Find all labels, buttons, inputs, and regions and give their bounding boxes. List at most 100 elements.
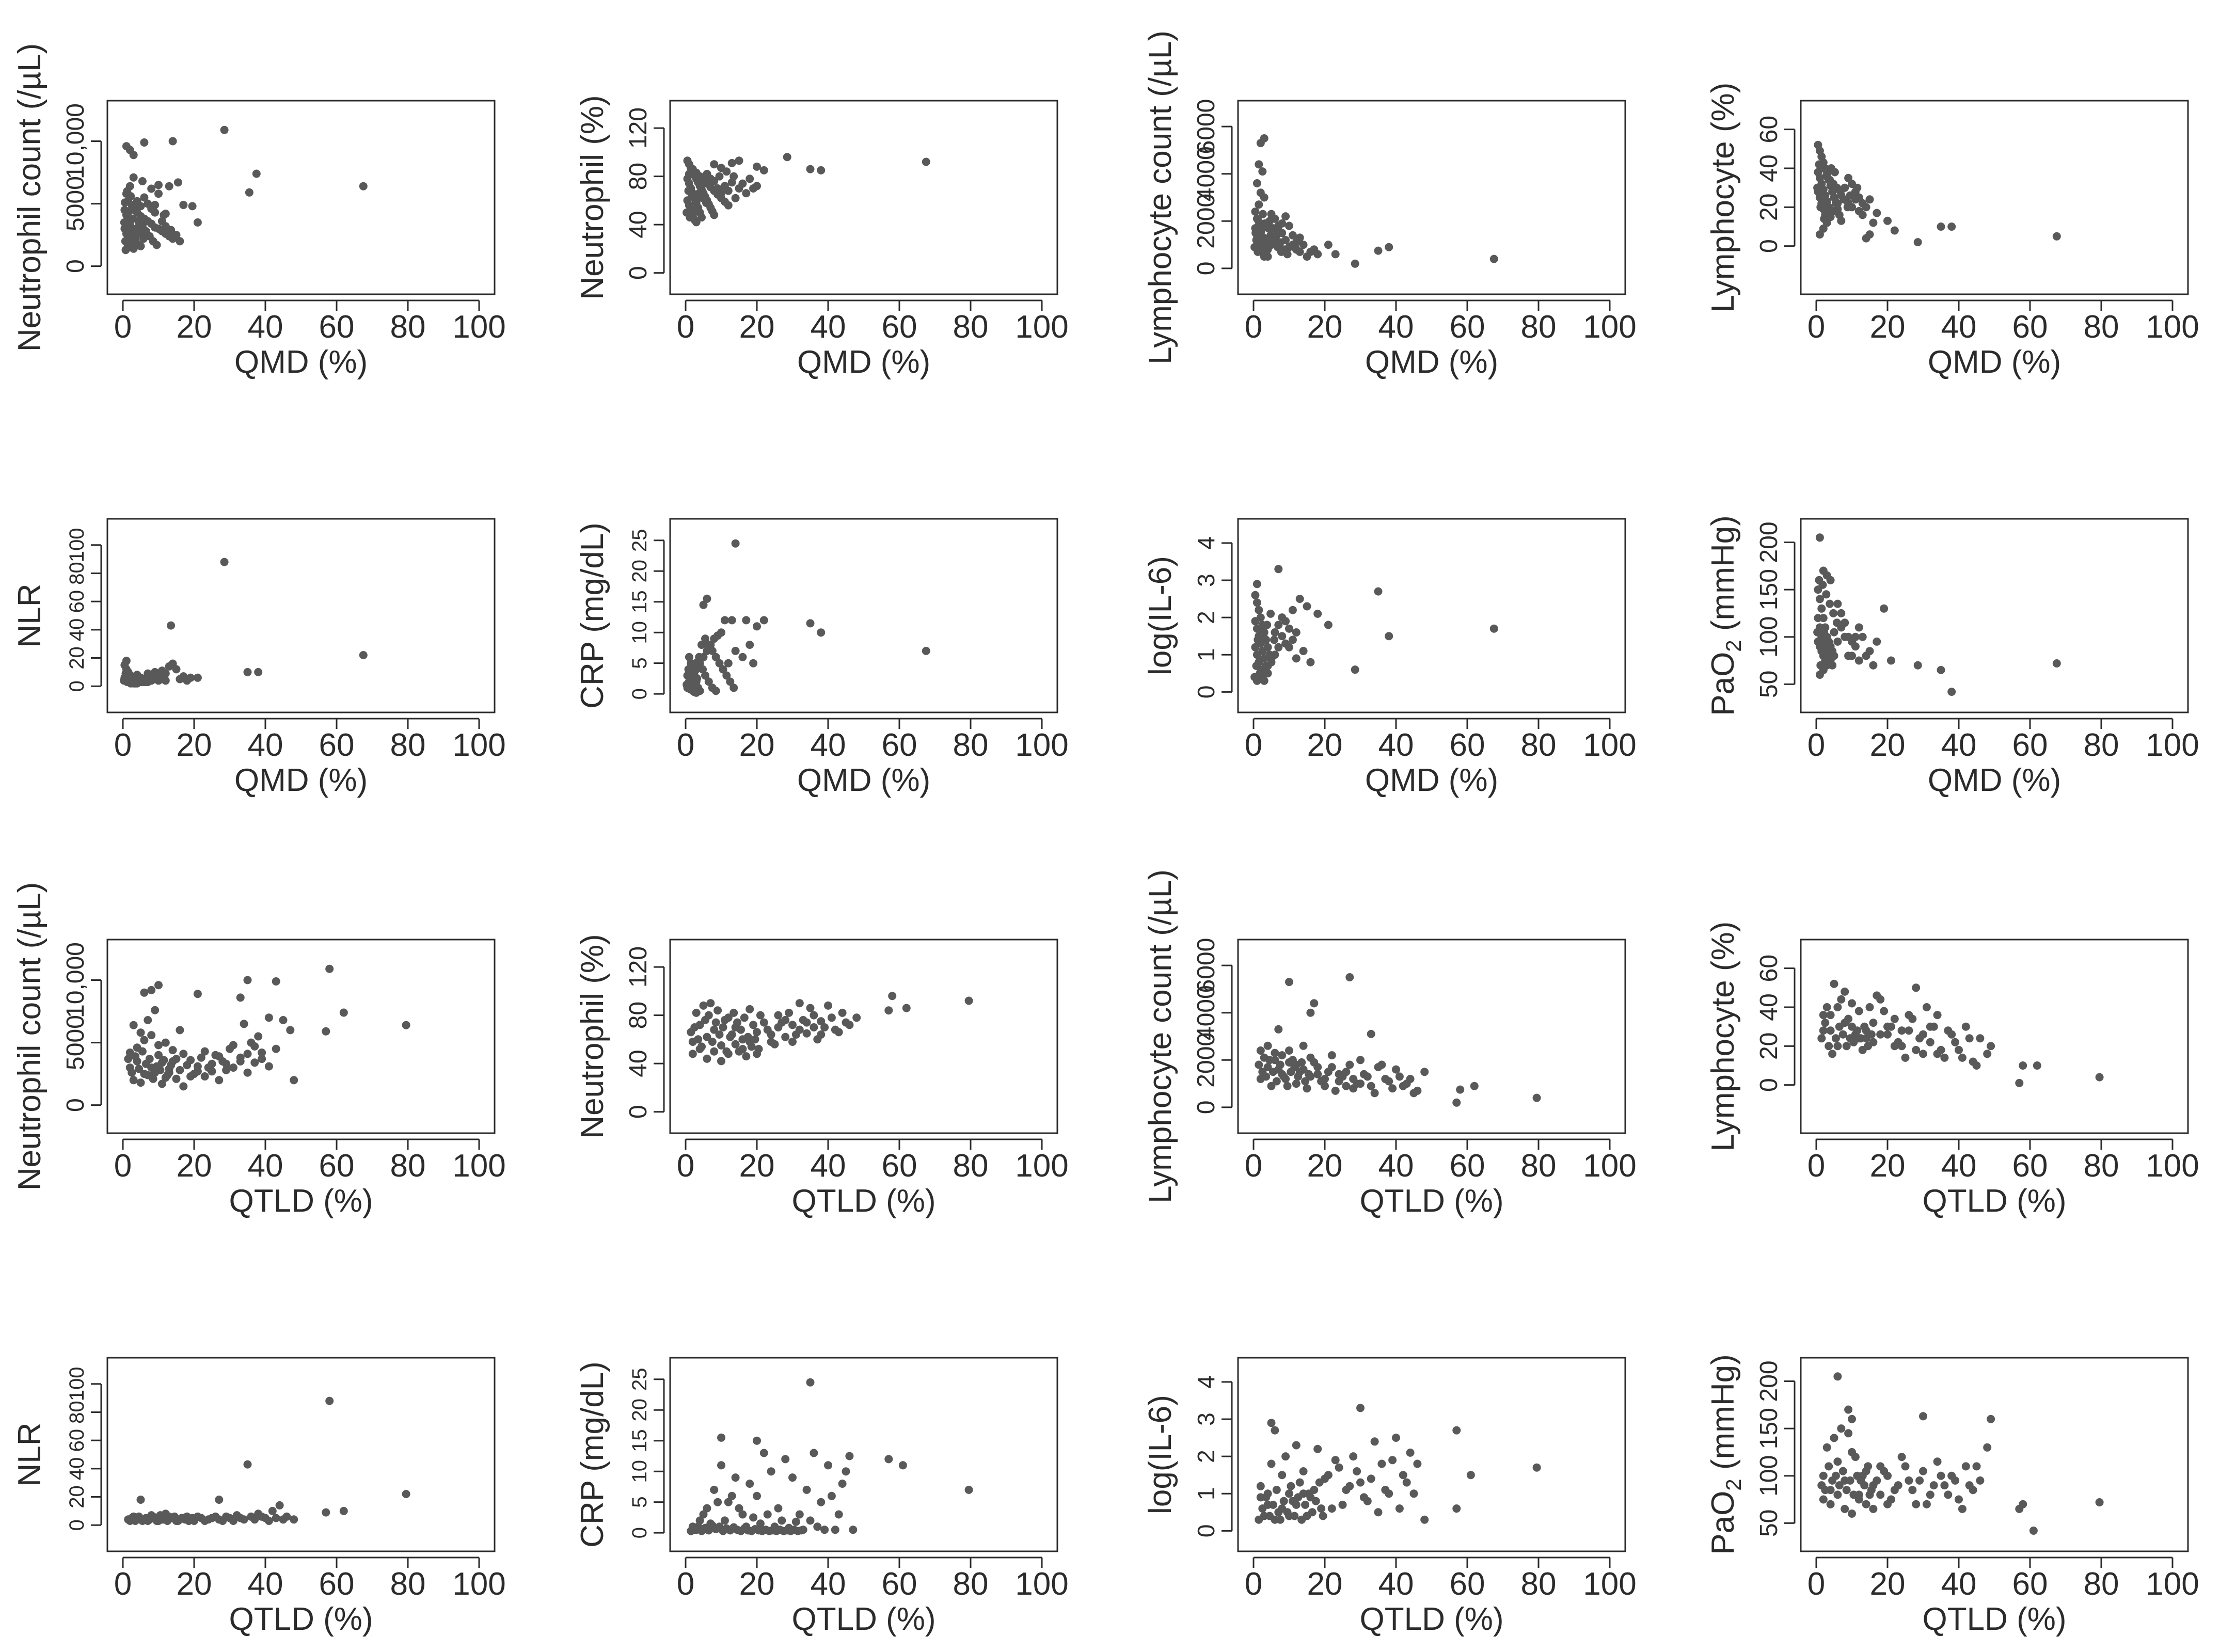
data-point [1263, 238, 1272, 247]
plot-frame [1237, 518, 1626, 713]
x-tick-label: 60 [319, 309, 355, 345]
data-point [136, 1496, 145, 1504]
data-point [738, 1510, 747, 1519]
data-point [135, 1065, 144, 1073]
data-point [802, 1485, 811, 1494]
data-point [797, 1526, 806, 1535]
x-axis: 0 20 40 60 80 100 QTLD (%) [1807, 1556, 2199, 1637]
data-point [738, 1045, 747, 1053]
data-point [1965, 1034, 1974, 1043]
data-point [1826, 1500, 1835, 1508]
data-point [791, 1517, 800, 1526]
data-point [1915, 1476, 1924, 1485]
data-point [781, 1455, 790, 1464]
scatter-points [1813, 533, 2061, 696]
data-point [1420, 1515, 1429, 1524]
y-tick-label: 6000 [1193, 938, 1220, 993]
data-point [1922, 1003, 1931, 1011]
y-tick-label: 0 [628, 688, 651, 700]
y-tick-label: 40 [625, 211, 652, 238]
data-point [1315, 1478, 1324, 1487]
plot-frame [669, 1357, 1058, 1552]
x-tick-label: 100 [1015, 727, 1068, 763]
x-tick-label: 100 [1583, 309, 1636, 345]
data-point [193, 1062, 202, 1071]
data-point [1880, 1007, 1889, 1015]
data-point [200, 1072, 209, 1081]
data-point [186, 1056, 195, 1065]
data-point [783, 153, 791, 162]
data-point [749, 1513, 758, 1522]
x-axis-title: QTLD (%) [229, 1601, 373, 1637]
chart-panel-16: 0 20 40 60 80 100 QTLD (%) 50 100 150 200 PaO2 (mmH… [1705, 1354, 2199, 1637]
data-point [699, 1510, 708, 1519]
data-point [1819, 1471, 1828, 1480]
data-point [129, 1021, 138, 1029]
data-point [1532, 1463, 1541, 1472]
data-point [1327, 1504, 1336, 1513]
data-point [1951, 1038, 1960, 1046]
data-point [753, 1491, 761, 1500]
data-point [1285, 1046, 1293, 1055]
data-point [1816, 203, 1825, 212]
x-tick-label: 40 [811, 1148, 846, 1184]
data-point [290, 1076, 298, 1085]
plot-frame [1800, 100, 2189, 295]
data-point [817, 628, 826, 637]
data-point [1306, 658, 1315, 666]
data-point [1947, 223, 1956, 231]
y-tick-label: 60 [66, 590, 88, 613]
data-point [1470, 1082, 1479, 1090]
y-tick-label: 6000 [1193, 99, 1220, 154]
data-point [156, 1066, 165, 1074]
data-point [1987, 1415, 1995, 1423]
data-point [325, 1396, 334, 1405]
data-point [1258, 210, 1267, 218]
data-point [763, 1510, 772, 1519]
data-point [711, 687, 720, 695]
x-axis: 0 20 40 60 80 100 QTLD (%) [677, 1556, 1069, 1637]
data-point [726, 1032, 735, 1041]
data-point [838, 1480, 847, 1488]
chart-panel-15: 0 20 40 60 80 100 QTLD (%) 0 1 2 3 4 log(IL-6) [1143, 1357, 1637, 1637]
data-point [1278, 1504, 1287, 1513]
data-point [1826, 599, 1834, 608]
data-point [693, 674, 702, 683]
x-tick-label: 60 [882, 1148, 917, 1184]
data-point [186, 1072, 195, 1081]
y-tick-label: 10 [628, 621, 651, 644]
x-tick-label: 0 [1807, 727, 1825, 763]
data-point [810, 1023, 818, 1031]
x-tick-label: 0 [114, 1148, 132, 1184]
y-tick-label: 5000 [62, 176, 89, 231]
data-point [699, 600, 708, 609]
data-point [325, 964, 334, 973]
data-point [1367, 1474, 1375, 1483]
data-point [126, 192, 135, 201]
data-point [1254, 217, 1263, 226]
data-point [1976, 1034, 1985, 1043]
x-tick-label: 20 [739, 727, 775, 763]
data-point [1263, 621, 1272, 629]
data-point [1937, 223, 1945, 231]
data-point [1883, 1500, 1892, 1508]
data-point [1359, 1070, 1368, 1078]
y-tick-label: 0 [62, 1098, 89, 1112]
y-tick-label: 4000 [1193, 985, 1220, 1040]
x-tick-label: 20 [1870, 309, 1906, 345]
data-point [1402, 1478, 1411, 1487]
data-point [208, 1514, 216, 1522]
y-tick-label: 60 [1755, 955, 1783, 982]
data-point [167, 226, 176, 234]
data-point [724, 1498, 733, 1506]
data-point [243, 976, 252, 984]
data-point [1295, 595, 1304, 603]
data-point [1385, 243, 1393, 251]
data-point [1913, 661, 1922, 670]
data-point [795, 1510, 804, 1519]
data-point [694, 1035, 703, 1044]
data-point [702, 199, 710, 207]
data-point [1255, 606, 1263, 614]
chart-panel-6: 0 20 40 60 80 100 QMD (%) 0 5 10 15 20 25 CRP (mg/dL) [575, 518, 1069, 798]
y-tick-label: 80 [66, 1401, 88, 1424]
